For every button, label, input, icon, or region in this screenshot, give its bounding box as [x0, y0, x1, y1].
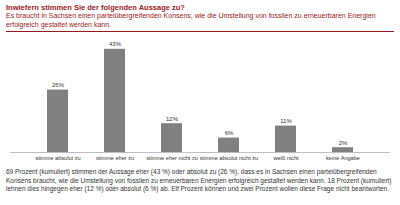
- html-text:69 Prozent (kumuliert) stimmen: 69 Prozent (kumuliert) stimmen der Aussa…: [6, 168, 392, 192]
- svg-text:26%: 26%: [52, 82, 65, 88]
- svg-text:11%: 11%: [280, 118, 292, 124]
- svg-text:6%: 6%: [225, 130, 234, 136]
- svg-text:stimme eher nicht zu: stimme eher nicht zu: [146, 155, 198, 161]
- svg-text:43%: 43%: [109, 41, 122, 47]
- svg-text:weiß nicht: weiß nicht: [272, 155, 299, 161]
- svg-text:12%: 12%: [166, 116, 179, 122]
- html-text:Es braucht in Sachsen einen pa: Es braucht in Sachsen einen parteiübergr…: [6, 12, 376, 28]
- svg-text:stimme eher zu: stimme eher zu: [96, 155, 134, 161]
- svg-text:stimme absolut nicht zu: stimme absolut nicht zu: [200, 155, 258, 161]
- svg-text:keine Angabe: keine Angabe: [326, 155, 360, 161]
- svg-text:2%: 2%: [339, 140, 348, 146]
- html-text:Inwiefern stimmen Sie der folg: Inwiefern stimmen Sie der folgenden Auss…: [6, 3, 185, 12]
- svg-text:stimme absolut zu: stimme absolut zu: [35, 155, 80, 161]
